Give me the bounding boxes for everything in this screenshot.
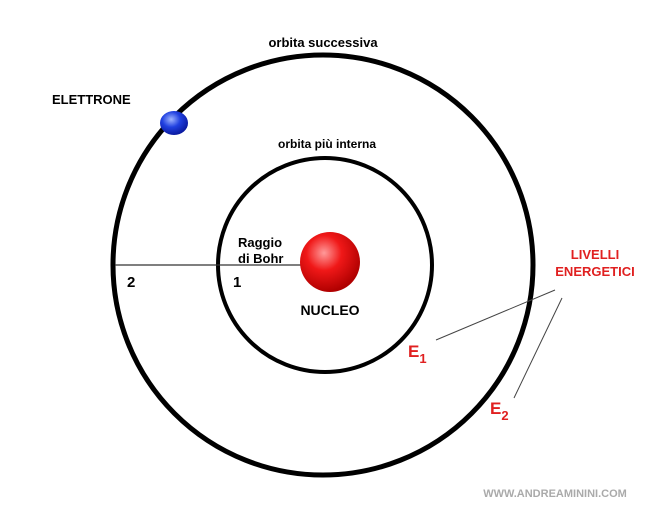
energy-symbol: E — [408, 342, 419, 361]
electron — [160, 111, 188, 135]
energy-levels-title: LIVELLI — [571, 247, 619, 262]
outer-orbit-label: orbita successiva — [268, 35, 378, 50]
inner-orbit-label: orbita più interna — [278, 137, 376, 151]
orbit-number: 1 — [233, 274, 241, 291]
nucleus-label: NUCLEO — [300, 302, 359, 318]
orbit-number: 2 — [127, 274, 135, 291]
bohr-diagram: orbita successiva ELETTRONE orbita più i… — [0, 0, 663, 512]
energy-symbol: E — [490, 399, 501, 418]
energy-index: 1 — [419, 351, 426, 366]
energy-levels-title: ENERGETICI — [555, 264, 634, 279]
watermark: WWW.ANDREAMININI.COM — [483, 488, 627, 500]
energy-index: 2 — [501, 408, 508, 423]
bohr-radius-label: Raggio — [238, 235, 282, 250]
electron-label: ELETTRONE — [52, 92, 131, 107]
nucleus — [300, 232, 360, 292]
bohr-radius-label: di Bohr — [238, 251, 284, 266]
